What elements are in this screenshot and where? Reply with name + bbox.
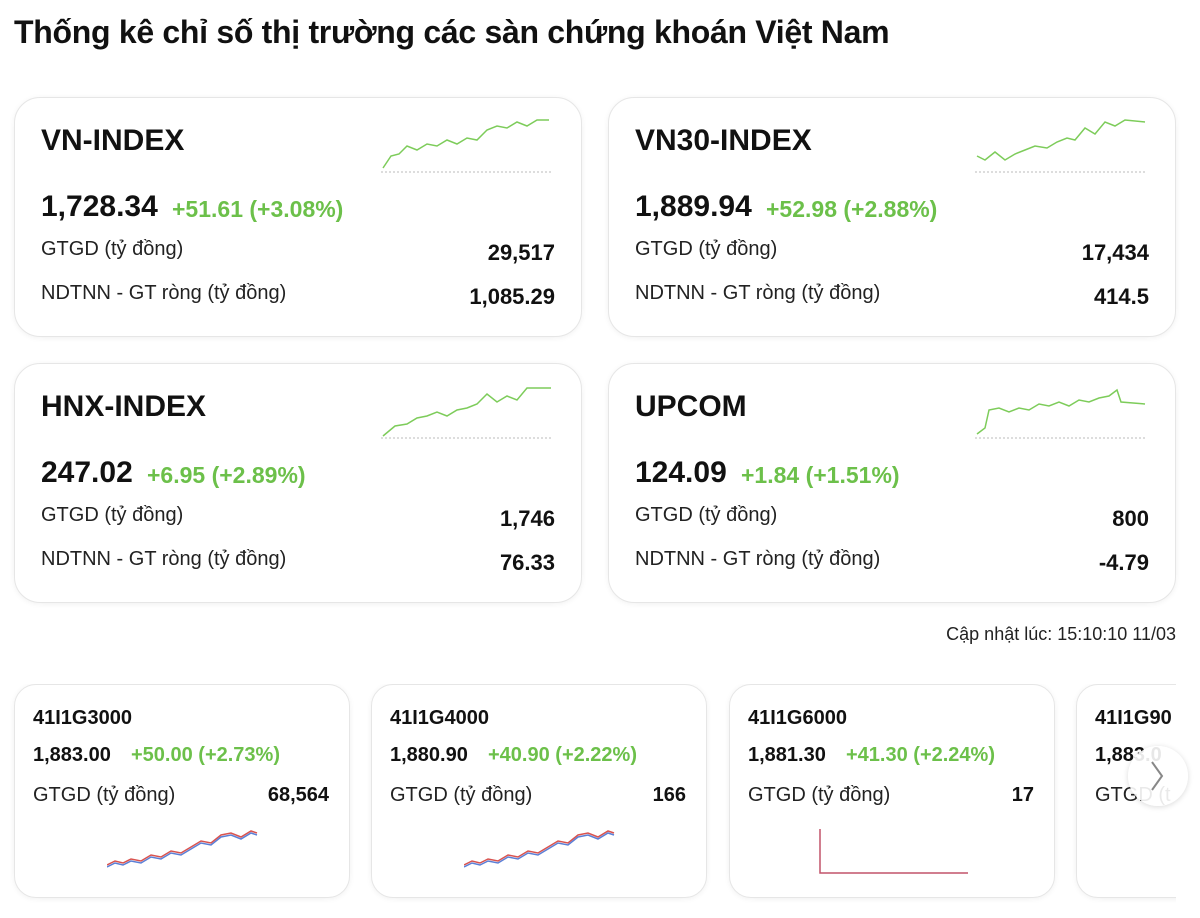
index-value: 1,889.94 — [635, 190, 752, 223]
future-card: 41I1G4000 1,880.90 +40.90 (+2.22%) GTGD (tỷ… — [371, 684, 707, 898]
index-card: UPCOM 124.09 +1.84 (+1.51%) GTGD (tỷ đồng) 8… — [608, 363, 1176, 603]
index-value: 247.02 — [41, 456, 133, 489]
index-name: HNX-INDEX — [41, 390, 207, 423]
volume-label: GTGD (tỷ đồng) — [33, 784, 176, 806]
volume-label: GTGD (tỷ đồng) — [635, 238, 778, 260]
foreign-value: 414.5 — [1093, 284, 1149, 309]
index-value: 124.09 — [635, 456, 727, 489]
index-card: HNX-INDEX 247.02 +6.95 (+2.89%) GTGD (tỷ đồ… — [14, 363, 582, 603]
update-time: Cập nhật lúc: 15:10:10 11/03 — [946, 624, 1176, 644]
future-card: 41I1G3000 1,883.00 +50.00 (+2.73%) GTGD (tỷ… — [14, 684, 350, 898]
foreign-value: 76.33 — [499, 550, 555, 575]
volume-label: GTGD (tỷ đồng) — [748, 784, 891, 806]
index-change: +52.98 (+2.88%) — [766, 196, 938, 222]
volume-value: 166 — [652, 784, 686, 806]
future-change: +40.90 (+2.22%) — [488, 744, 637, 766]
future-value: 1,880.90 — [390, 744, 468, 766]
volume-label: GTGD (tỷ đồng) — [41, 504, 184, 526]
sparkline — [464, 830, 615, 866]
foreign-value: -4.79 — [1098, 550, 1149, 575]
sparkline — [819, 829, 968, 874]
future-change: +41.30 (+2.24%) — [846, 744, 995, 766]
index-change: +6.95 (+2.89%) — [147, 462, 306, 488]
page-title: Thống kê chỉ số thị trường các sàn chứng… — [14, 14, 890, 50]
index-change: +51.61 (+3.08%) — [172, 196, 344, 222]
futures-strip: 41I1G3000 1,883.00 +50.00 (+2.73%) GTGD (tỷ… — [0, 684, 1176, 918]
volume-label: GTGD (tỷ đồng) — [390, 784, 533, 806]
chevron — [1151, 761, 1164, 791]
foreign-label: NDTNN - GT ròng (tỷ đồng) — [41, 282, 287, 304]
sparkline — [107, 830, 258, 866]
index-name: UPCOM — [635, 390, 747, 423]
foreign-value: 1,085.29 — [469, 284, 555, 309]
sparkline — [975, 119, 1146, 173]
index-name: VN-INDEX — [41, 124, 185, 157]
sparkline — [381, 119, 551, 173]
foreign-label: NDTNN - GT ròng (tỷ đồng) — [41, 548, 287, 570]
next-button[interactable] — [1128, 746, 1188, 806]
volume-label: GTGD (tỷ đồng) — [41, 238, 184, 260]
future-card: 41I1G6000 1,881.30 +41.30 (+2.24%) GTGD (tỷ… — [729, 684, 1055, 898]
volume-value: 17,434 — [1081, 240, 1149, 265]
foreign-label: NDTNN - GT ròng (tỷ đồng) — [635, 282, 881, 304]
foreign-label: NDTNN - GT ròng (tỷ đồng) — [635, 548, 881, 570]
sparkline — [107, 832, 258, 868]
index-card: VN-INDEX 1,728.34 +51.61 (+3.08%) GTGD (tỷ … — [14, 97, 582, 337]
volume-value: 17 — [1011, 784, 1034, 806]
volume-value: 68,564 — [267, 784, 329, 806]
index-name: VN30-INDEX — [635, 124, 812, 157]
index-value: 1,728.34 — [41, 190, 158, 223]
volume-label: GTGD (tỷ đồng) — [635, 504, 778, 526]
future-name: 41I1G4000 — [390, 707, 489, 729]
future-name: 41I1G6000 — [748, 707, 847, 729]
future-change: +50.00 (+2.73%) — [131, 744, 280, 766]
index-card: VN30-INDEX 1,889.94 +52.98 (+2.88%) GTGD (t… — [608, 97, 1176, 337]
future-value: 1,883.00 — [33, 744, 111, 766]
sparkline — [381, 387, 551, 439]
future-name: 41I1G90 — [1095, 707, 1172, 729]
future-name: 41I1G3000 — [33, 707, 132, 729]
index-change: +1.84 (+1.51%) — [741, 462, 900, 488]
volume-value: 800 — [1112, 506, 1149, 531]
future-value: 1,881.30 — [748, 744, 826, 766]
volume-value: 1,746 — [499, 506, 555, 531]
sparkline — [975, 388, 1146, 439]
sparkline — [464, 832, 615, 868]
volume-value: 29,517 — [487, 240, 555, 265]
